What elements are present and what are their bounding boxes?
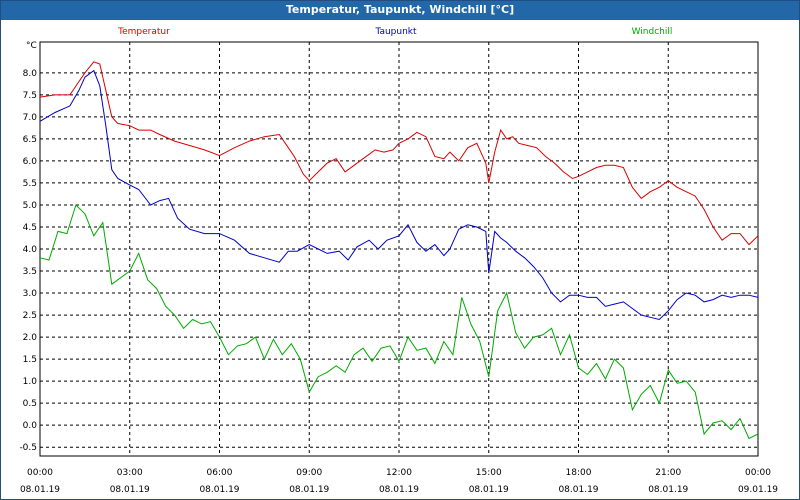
series-line-taupunkt: [39, 69, 759, 321]
x-tick-time: 12:00: [386, 468, 412, 478]
series-lines: [39, 61, 759, 440]
y-tick-label: 1.5: [23, 355, 37, 365]
series-line-windchill: [39, 204, 759, 440]
y-tick-label: 7.0: [23, 113, 38, 123]
x-tick-date: 08.01.19: [199, 485, 239, 495]
x-tick-time: 00:00: [27, 468, 53, 478]
x-tick-time: 00:00: [745, 468, 771, 478]
grid: [39, 42, 759, 456]
x-tick-date: 08.01.19: [469, 485, 509, 495]
x-tick-time: 21:00: [655, 468, 681, 478]
y-tick-label: 5.0: [23, 201, 38, 211]
legend: Temperatur Taupunkt Windchill: [117, 27, 672, 37]
axes: [39, 41, 759, 457]
y-tick-label: 3.5: [23, 267, 37, 277]
y-tick-label: 0.0: [23, 421, 38, 431]
x-tick-date: 08.01.19: [289, 485, 329, 495]
x-tick-date: 08.01.19: [648, 485, 688, 495]
y-tick-label: -0.5: [19, 443, 37, 453]
y-tick-label: 4.5: [23, 223, 37, 233]
x-tick-date: 08.01.19: [379, 485, 419, 495]
tick-labels: 8.0 7.5 7.0 6.5 6.0 5.5 5.0 4.5 4.0 3.5 3.0 2.5 2.0 1…: [19, 41, 778, 495]
window-title: Temperatur, Taupunkt, Windchill [°C]: [1, 1, 799, 20]
x-tick-time: 15:00: [476, 468, 502, 478]
y-tick-label: 1.0: [23, 377, 38, 387]
y-tick-label: 2.0: [23, 333, 38, 343]
x-tick-time: 09:00: [296, 468, 322, 478]
x-tick-time: 06:00: [207, 468, 233, 478]
y-tick-label: 3.0: [23, 289, 38, 299]
y-tick-label: 6.0: [23, 157, 38, 167]
y-tick-label: 8.0: [23, 69, 38, 79]
x-tick-time: 03:00: [117, 468, 143, 478]
legend-entry-taupunkt: Taupunkt: [374, 27, 417, 37]
legend-entry-windchill: Windchill: [632, 27, 673, 37]
x-tick-date: 09.01.19: [738, 485, 778, 495]
plot-frame: [39, 41, 759, 457]
y-tick-label: 2.5: [23, 311, 37, 321]
y-tick-label: 4.0: [23, 245, 38, 255]
y-tick-label: 7.5: [23, 91, 37, 101]
y-tick-label: 0.5: [23, 399, 37, 409]
legend-entry-temperatur: Temperatur: [117, 27, 170, 37]
x-tick-time: 18:00: [566, 468, 592, 478]
x-tick-date: 08.01.19: [558, 485, 598, 495]
y-tick-label: 5.5: [23, 179, 37, 189]
x-tick-date: 08.01.19: [20, 485, 60, 495]
y-axis-unit-label: °C: [26, 41, 37, 51]
y-tick-label: 6.5: [23, 135, 37, 145]
series-line-temperatur: [39, 61, 759, 246]
x-tick-date: 08.01.19: [110, 485, 150, 495]
